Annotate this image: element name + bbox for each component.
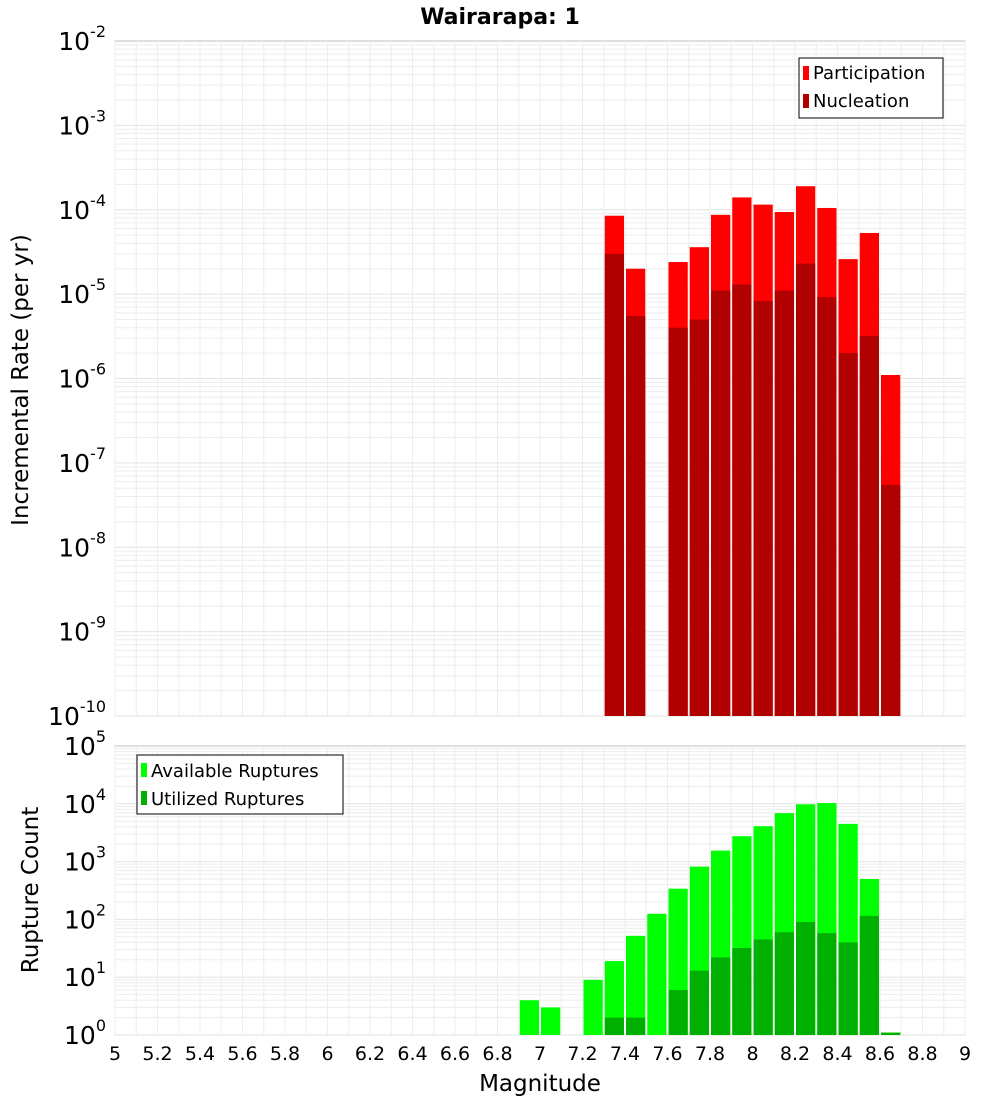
x-tick-label: 6.4	[397, 1043, 427, 1065]
x-tick-label: 8.2	[780, 1043, 810, 1065]
rate-legend-box	[798, 57, 944, 119]
legend-label-utilized: Utilized Ruptures	[151, 789, 304, 810]
rate-y-tick-label: 10-8	[58, 528, 106, 562]
x-tick-label: 8.4	[822, 1043, 852, 1065]
x-axis-label: Magnitude	[479, 1071, 601, 1097]
count-bar-available-ruptures	[541, 1007, 561, 1035]
x-tick-label: 5.6	[227, 1043, 257, 1065]
count-y-tick-label: 101	[64, 958, 106, 992]
x-tick-label: 6.2	[355, 1043, 385, 1065]
x-tick-label: 6.8	[482, 1043, 512, 1065]
x-tick-label: 5.8	[270, 1043, 300, 1065]
count-bar-utilized-ruptures	[626, 1017, 646, 1035]
x-tick-label: 8	[746, 1043, 758, 1065]
count-y-tick-label: 105	[64, 727, 106, 761]
count-bar-available-ruptures	[604, 961, 624, 1035]
count-bar-utilized-ruptures	[689, 970, 709, 1035]
count-bar-utilized-ruptures	[838, 942, 858, 1035]
legend-label-nucleation: Nucleation	[813, 91, 909, 112]
x-tick-label: 5	[109, 1043, 121, 1065]
rate-grid	[114, 41, 966, 717]
count-y-tick-label: 100	[64, 1016, 106, 1050]
count-bar-utilized-ruptures	[774, 932, 794, 1035]
rate-bar-nucleation	[838, 353, 858, 716]
count-bar-utilized-ruptures	[604, 1017, 624, 1035]
rate-y-axis-label: Incremental Rate (per yr)	[8, 234, 34, 526]
x-tick-label: 7.6	[652, 1043, 682, 1065]
legend-label-available: Available Ruptures	[151, 761, 319, 782]
rate-bar-nucleation	[817, 297, 837, 716]
rate-y-tick-label: 10-7	[58, 444, 106, 478]
rate-y-tick-label: 10-5	[58, 275, 106, 309]
count-bar-available-ruptures	[583, 979, 603, 1035]
x-tick-label: 9	[959, 1043, 971, 1065]
count-bar-utilized-ruptures	[711, 957, 731, 1035]
x-tick-label: 8.8	[907, 1043, 937, 1065]
rate-bar-nucleation	[604, 253, 624, 716]
count-bar-utilized-ruptures	[859, 915, 879, 1035]
count-bar-utilized-ruptures	[881, 1032, 901, 1035]
rate-bar-nucleation	[668, 327, 688, 716]
x-tick-label: 6.6	[440, 1043, 470, 1065]
rate-y-tick-label: 10-2	[58, 22, 106, 56]
x-tick-label: 7.4	[610, 1043, 640, 1065]
count-legend-box	[136, 754, 344, 815]
count-y-tick-label: 102	[64, 900, 106, 934]
rate-bar-nucleation	[859, 335, 879, 716]
rate-bars	[604, 186, 901, 717]
count-y-axis-label: Rupture Count	[18, 807, 44, 973]
rate-y-ticks: 10-10 10-9 10-8 10-7 10-6 10-5 10-4 10-3 10-2	[48, 22, 106, 731]
x-tick-label: 7	[534, 1043, 546, 1065]
legend-swatch-utilized	[141, 791, 147, 805]
count-bar-available-ruptures	[519, 1000, 539, 1035]
count-panel: 100 101 102 103 104 105 5 5.2 5.4 5.6 5.8 6 6.2 6.4 6…	[18, 727, 971, 1097]
count-bar-utilized-ruptures	[817, 933, 837, 1035]
rate-y-tick-label: 10-6	[58, 360, 106, 394]
count-y-tick-label: 103	[64, 843, 106, 877]
legend-label-participation: Participation	[813, 63, 925, 84]
count-legend: Available Ruptures Utilized Ruptures	[136, 754, 344, 815]
x-ticks: 5 5.2 5.4 5.6 5.8 6 6.2 6.4 6.6 6.8 7 7.2 7.4 7.6 7.8 8…	[109, 1043, 971, 1065]
rate-bar-nucleation	[711, 290, 731, 716]
rate-y-tick-label: 10-10	[48, 697, 106, 731]
rate-panel: 10-10 10-9 10-8 10-7 10-6 10-5 10-4 10-3 10-2 In…	[8, 22, 966, 731]
count-bar-utilized-ruptures	[732, 948, 752, 1035]
x-tick-label: 7.8	[695, 1043, 725, 1065]
count-y-tick-label: 104	[64, 785, 106, 819]
rate-y-tick-label: 10-3	[58, 106, 106, 140]
x-tick-label: 8.6	[865, 1043, 895, 1065]
rate-bar-nucleation	[753, 300, 773, 716]
rate-bar-nucleation	[732, 284, 752, 716]
rate-bar-nucleation	[881, 484, 901, 716]
rate-y-tick-label: 10-9	[58, 613, 106, 647]
legend-swatch-available	[141, 763, 147, 777]
rate-bar-nucleation	[689, 319, 709, 716]
rate-bar-nucleation	[774, 290, 794, 716]
count-y-ticks: 100 101 102 103 104 105	[64, 727, 106, 1050]
x-tick-label: 7.2	[567, 1043, 597, 1065]
chart-title: Wairarapa: 1	[420, 5, 580, 30]
count-bar-available-ruptures	[647, 913, 667, 1035]
count-bar-utilized-ruptures	[668, 990, 688, 1035]
x-tick-label: 6	[321, 1043, 333, 1065]
rate-legend: Participation Nucleation	[798, 57, 944, 119]
count-bar-utilized-ruptures	[796, 922, 816, 1035]
rate-y-tick-label: 10-4	[58, 191, 106, 225]
rate-bar-nucleation	[796, 263, 816, 716]
x-tick-label: 5.4	[185, 1043, 215, 1065]
count-bars	[519, 803, 901, 1035]
rate-bar-nucleation	[626, 316, 646, 716]
count-bar-utilized-ruptures	[753, 939, 773, 1035]
count-bar-available-ruptures	[626, 935, 646, 1035]
legend-swatch-participation	[803, 66, 809, 80]
x-tick-label: 5.2	[142, 1043, 172, 1065]
legend-swatch-nucleation	[803, 94, 809, 108]
